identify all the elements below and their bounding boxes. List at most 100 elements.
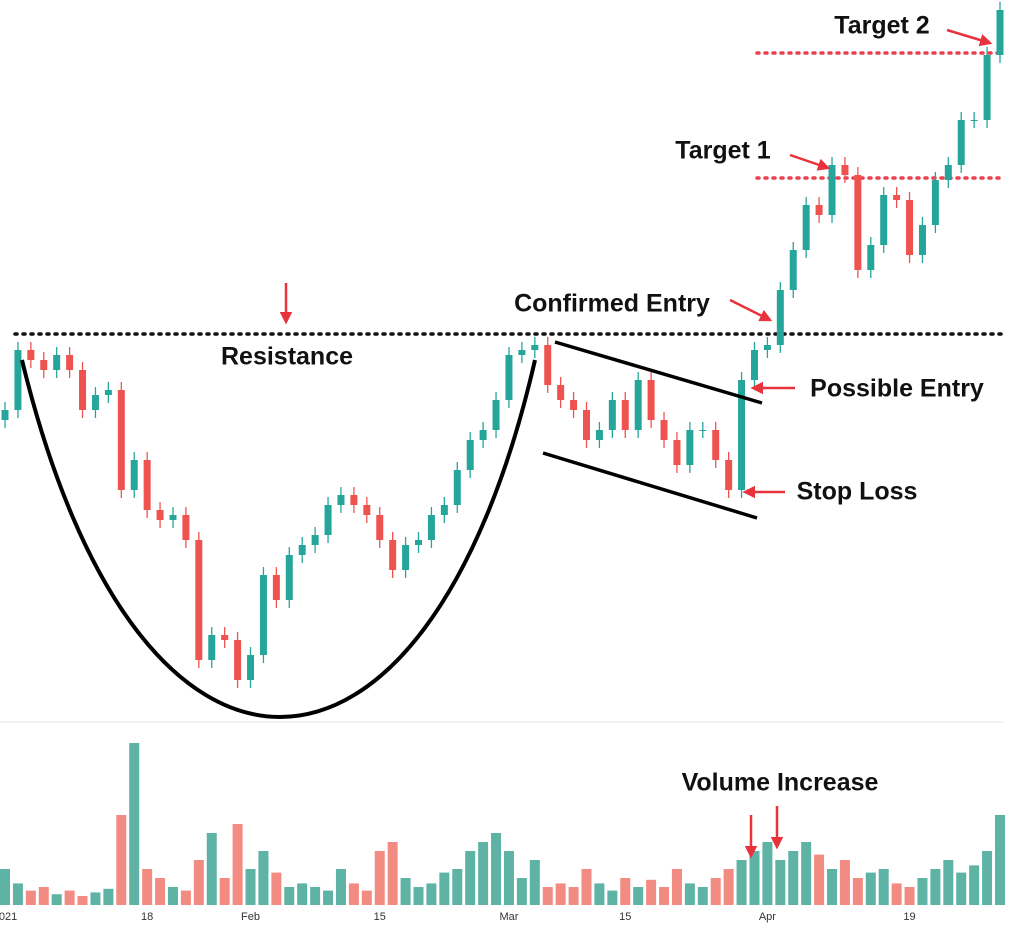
volume-bar bbox=[64, 890, 75, 905]
candle-body bbox=[815, 205, 823, 215]
volume-bar bbox=[775, 860, 786, 905]
candle-body bbox=[518, 350, 526, 355]
volume-bar bbox=[607, 890, 618, 905]
volume-bar bbox=[697, 887, 708, 905]
volume-bar bbox=[0, 869, 10, 905]
candle-body bbox=[247, 655, 255, 680]
arrow bbox=[946, 28, 993, 47]
volume-bar bbox=[710, 878, 721, 905]
volume-bar bbox=[594, 883, 605, 905]
volume-bar bbox=[839, 860, 850, 905]
volume-bar bbox=[348, 883, 359, 905]
candle-body bbox=[647, 380, 655, 420]
volume-bar bbox=[180, 890, 191, 905]
candle-body bbox=[699, 430, 707, 431]
volume-bar bbox=[891, 883, 902, 905]
candle-body bbox=[117, 390, 125, 490]
volume-bar bbox=[956, 872, 967, 905]
volume-bar bbox=[167, 887, 178, 905]
volume-bar bbox=[620, 878, 631, 905]
candle-body bbox=[40, 360, 48, 370]
candle-body bbox=[389, 540, 397, 570]
volume-bar bbox=[943, 860, 954, 905]
volume-bar bbox=[452, 869, 463, 905]
candle-body bbox=[221, 635, 229, 640]
annotation: Target 2 bbox=[834, 12, 929, 40]
x-tick-label: Feb bbox=[241, 911, 260, 923]
volume-bar bbox=[568, 887, 579, 905]
cup-curve bbox=[20, 359, 537, 720]
x-tick-label: 15 bbox=[374, 911, 386, 923]
annotation: Target 1 bbox=[675, 137, 770, 165]
price-pane: 2021 18 Feb 15 Mar 15 Apr 19 bbox=[0, 2, 1006, 923]
candle-body bbox=[970, 120, 978, 121]
candle-body bbox=[492, 400, 500, 430]
candle-body bbox=[130, 460, 138, 490]
candle-body bbox=[311, 535, 319, 545]
volume-bar bbox=[762, 842, 773, 905]
volume-bar bbox=[736, 860, 747, 905]
candle-body bbox=[918, 225, 926, 255]
candle-body bbox=[1, 410, 9, 420]
x-tick-label: Mar bbox=[499, 911, 518, 923]
annotation: Possible Entry bbox=[810, 375, 984, 403]
volume-bar bbox=[904, 887, 915, 905]
candle-body bbox=[195, 540, 203, 660]
volume-bar bbox=[219, 878, 230, 905]
candle-body bbox=[802, 205, 810, 250]
volume-bar bbox=[465, 851, 476, 905]
volume-bar bbox=[193, 860, 204, 905]
candle-body bbox=[208, 635, 216, 660]
volume-bar bbox=[12, 883, 23, 905]
volume-bar bbox=[478, 842, 489, 905]
candle-body bbox=[789, 250, 797, 290]
volume-bar bbox=[633, 887, 644, 905]
volume-bar bbox=[271, 872, 282, 905]
candle-body bbox=[104, 390, 112, 395]
volume-bar bbox=[827, 869, 838, 905]
x-tick-label: Apr bbox=[759, 911, 776, 923]
volume-bar bbox=[788, 851, 799, 905]
volume-bar bbox=[982, 851, 993, 905]
candle-body bbox=[27, 350, 35, 360]
volume-bar bbox=[659, 887, 670, 905]
volume-bar bbox=[426, 883, 437, 905]
candle-body bbox=[324, 505, 332, 535]
volume-bar bbox=[284, 887, 295, 905]
x-tick-label: 2021 bbox=[0, 911, 17, 923]
volume-bar bbox=[77, 896, 88, 905]
volume-bar bbox=[155, 878, 166, 905]
candle-body bbox=[686, 430, 694, 465]
candle-body bbox=[14, 350, 22, 410]
volume-bar bbox=[801, 842, 812, 905]
volume-bar bbox=[814, 854, 825, 905]
x-tick-label: 18 bbox=[141, 911, 153, 923]
arrow bbox=[729, 298, 773, 322]
candle-body bbox=[91, 395, 99, 410]
volume-bar bbox=[129, 743, 140, 905]
volume-bar bbox=[865, 872, 876, 905]
volume-bar bbox=[335, 869, 346, 905]
candle-body bbox=[156, 510, 164, 520]
candle-body bbox=[570, 400, 578, 410]
candle-body bbox=[841, 165, 849, 175]
volume-bar bbox=[930, 869, 941, 905]
volume-bar bbox=[555, 883, 566, 905]
candle-body bbox=[376, 515, 384, 540]
volume-bar bbox=[38, 887, 49, 905]
candle-body bbox=[298, 545, 306, 555]
volume-bar bbox=[723, 869, 734, 905]
candle-body bbox=[505, 355, 513, 400]
volume-bar bbox=[542, 887, 553, 905]
candle-body bbox=[285, 555, 293, 600]
x-tick-label: 15 bbox=[619, 911, 631, 923]
candle-body bbox=[53, 355, 61, 370]
arrow bbox=[789, 153, 831, 171]
volume-bar bbox=[361, 890, 372, 905]
volume-bar bbox=[90, 892, 101, 905]
candle-body bbox=[660, 420, 668, 440]
volume-bar bbox=[749, 851, 760, 905]
candle-body bbox=[479, 430, 487, 440]
volume-bar bbox=[969, 865, 980, 905]
